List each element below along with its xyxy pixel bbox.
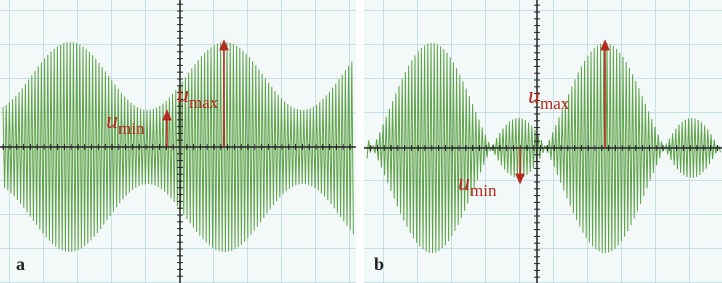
symbol: u <box>528 83 540 109</box>
subscript: max <box>189 93 219 112</box>
symbol: u <box>458 170 470 196</box>
panel-label: b <box>374 254 384 274</box>
panel-label: a <box>16 254 25 274</box>
subscript: max <box>540 94 570 113</box>
divider <box>356 0 364 283</box>
subscript: min <box>470 181 497 200</box>
symbol: u <box>106 108 118 134</box>
subscript: min <box>118 119 145 138</box>
symbol: u <box>177 82 189 108</box>
figure: umaxumina umaxuminb <box>0 0 722 283</box>
